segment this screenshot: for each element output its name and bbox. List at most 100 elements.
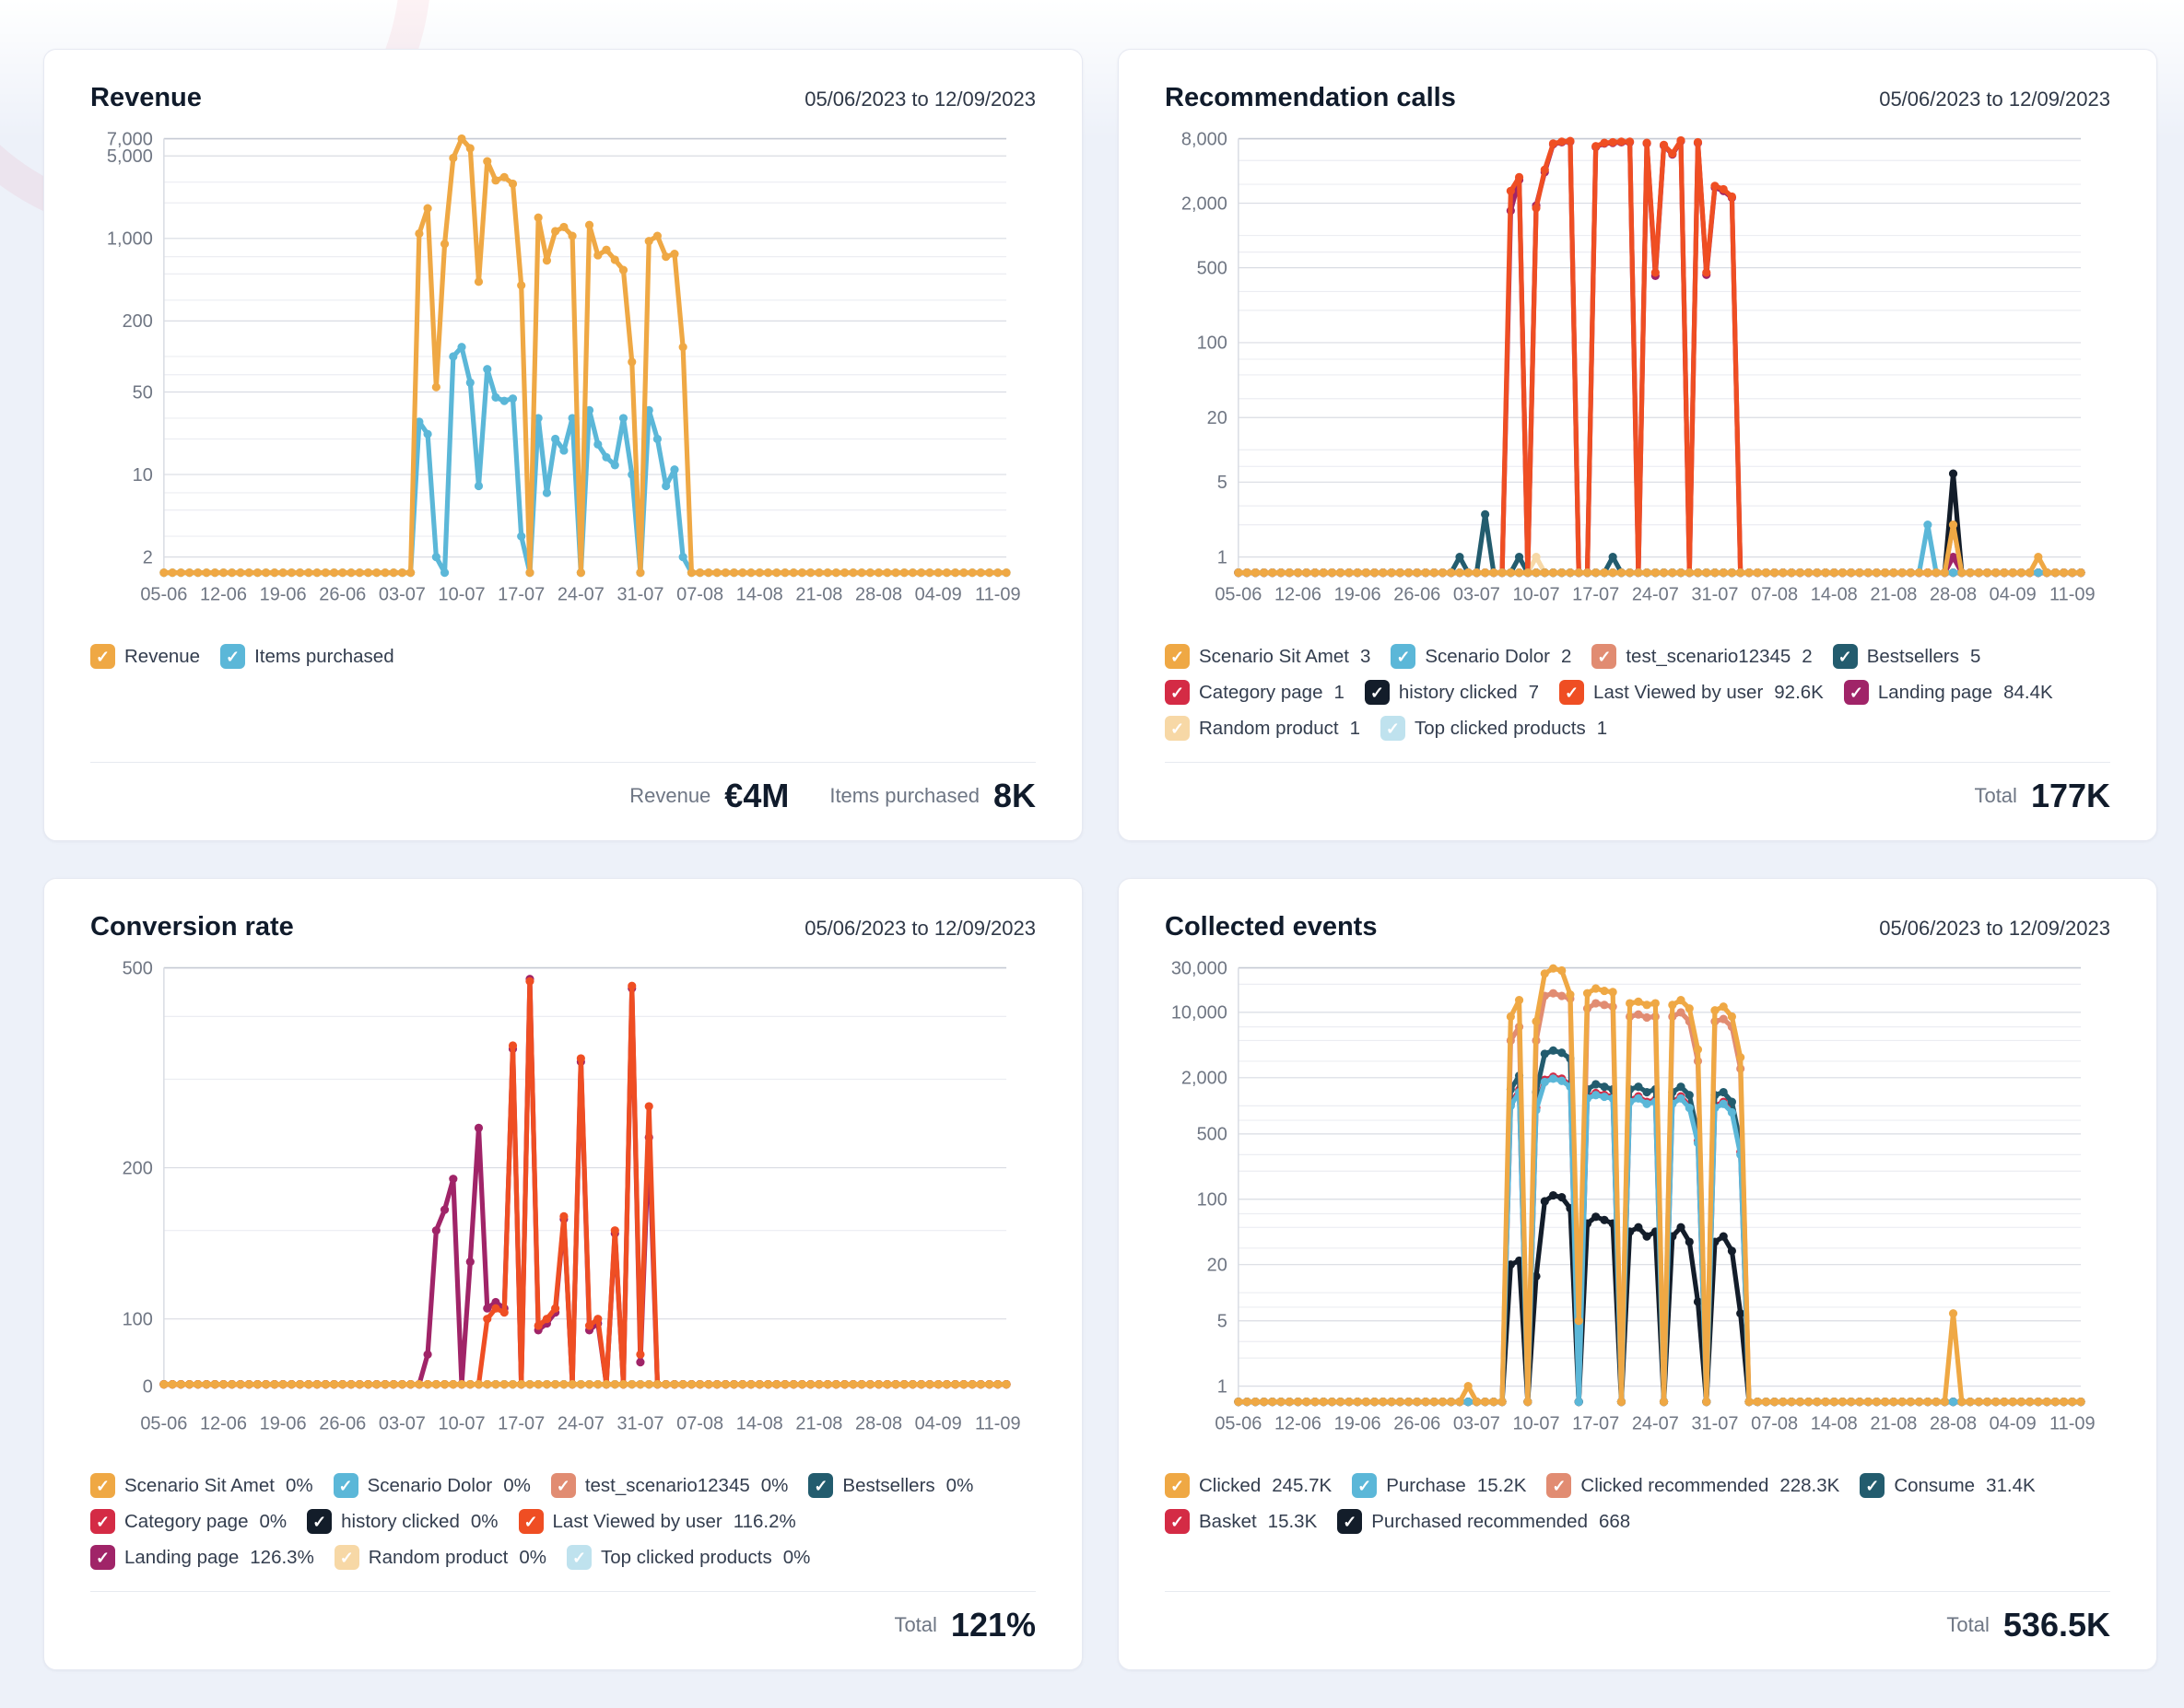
legend-checkbox-icon[interactable]: ✓: [1352, 1473, 1378, 1498]
legend-item-consume[interactable]: ✓ Consume 31.4K: [1860, 1473, 2036, 1498]
legend-checkbox-icon[interactable]: ✓: [518, 1509, 544, 1534]
legend-checkbox-icon[interactable]: ✓: [1337, 1509, 1363, 1534]
legend-checkbox-icon[interactable]: ✓: [550, 1473, 576, 1498]
series-last-viewed-by-user: [159, 977, 1011, 1389]
legend-item-category-page[interactable]: ✓ Category page 1: [1165, 680, 1344, 705]
legend-label: Revenue: [124, 645, 201, 667]
legend-checkbox-icon[interactable]: ✓: [1380, 716, 1405, 741]
legend-checkbox-icon[interactable]: ✓: [1364, 680, 1390, 705]
legend-item-items-purchased[interactable]: ✓ Items purchased: [220, 644, 394, 669]
svg-text:100: 100: [123, 1309, 153, 1329]
legend-item-test-scenario12345[interactable]: ✓ test_scenario12345 2: [1591, 644, 1813, 669]
legend-item-purchase[interactable]: ✓ Purchase 15.2K: [1352, 1473, 1526, 1498]
legend-checkbox-icon[interactable]: ✓: [1860, 1473, 1885, 1498]
legend-item-last-viewed-by-user[interactable]: ✓ Last Viewed by user 116.2%: [518, 1509, 796, 1534]
conversion-rate-totals: Total 121%: [90, 1591, 1036, 1669]
svg-text:10: 10: [133, 465, 153, 485]
legend-checkbox-icon[interactable]: ✓: [333, 1473, 358, 1498]
total-value: 121%: [950, 1606, 1036, 1644]
total-pair-revenue: Revenue €4M: [629, 777, 789, 815]
legend-item-clicked-recommended[interactable]: ✓ Clicked recommended 228.3K: [1546, 1473, 1839, 1498]
legend-item-history-clicked[interactable]: ✓ history clicked 0%: [307, 1509, 499, 1534]
legend-checkbox-icon[interactable]: ✓: [1165, 1473, 1190, 1498]
recommendation-calls-line-chart: 8,000 2,000 500 100 20 5 1 05-06 12-06 19-06 26-06…: [1165, 124, 2110, 640]
legend-checkbox-icon[interactable]: ✓: [90, 644, 115, 669]
legend-item-bestsellers[interactable]: ✓ Bestsellers 5: [1832, 644, 1980, 669]
legend-checkbox-icon[interactable]: ✓: [1165, 1509, 1190, 1534]
legend-checkbox-icon[interactable]: ✓: [1165, 716, 1190, 741]
legend-value: 1: [1349, 717, 1360, 739]
svg-text:24-07: 24-07: [1632, 1414, 1679, 1434]
revenue-card: Revenue 05/06/2023 to 12/09/2023 7,000 5,…: [43, 49, 1083, 841]
legend-checkbox-icon[interactable]: ✓: [1832, 644, 1858, 669]
svg-text:31-07: 31-07: [616, 585, 663, 605]
legend-item-landing-page[interactable]: ✓ Landing page 126.3%: [90, 1545, 314, 1570]
total-value: 536.5K: [2002, 1606, 2110, 1644]
total-pair-items-purchased: Items purchased 8K: [829, 777, 1036, 815]
legend-item-test-scenario12345[interactable]: ✓ test_scenario12345 0%: [550, 1473, 789, 1498]
legend-item-history-clicked[interactable]: ✓ history clicked 7: [1364, 680, 1539, 705]
legend-checkbox-icon[interactable]: ✓: [1559, 680, 1585, 705]
legend-item-top-clicked-products[interactable]: ✓ Top clicked products 1: [1380, 716, 1607, 741]
legend-item-basket[interactable]: ✓ Basket 15.3K: [1165, 1509, 1317, 1534]
legend-checkbox-icon[interactable]: ✓: [1546, 1473, 1572, 1498]
legend-checkbox-icon[interactable]: ✓: [90, 1473, 115, 1498]
legend-item-random-product[interactable]: ✓ Random product 1: [1165, 716, 1360, 741]
collected-events-legend: ✓ Clicked 245.7K ✓ Purchase 15.2K ✓ Clicked rec…: [1165, 1473, 2110, 1534]
series-scenario-sit-amet: [159, 1380, 1011, 1389]
svg-text:7,000: 7,000: [107, 129, 153, 149]
legend-item-purchased-recommended[interactable]: ✓ Purchased recommended 668: [1337, 1509, 1630, 1534]
legend-item-scenario-sit-amet[interactable]: ✓ Scenario Sit Amet 3: [1165, 644, 1370, 669]
conversion-rate-legend: ✓ Scenario Sit Amet 0% ✓ Scenario Dolor 0% ✓ te…: [90, 1473, 1036, 1570]
legend-label: Last Viewed by user: [552, 1510, 722, 1532]
total-label: Total: [1946, 1613, 1990, 1636]
legend-value: 0%: [760, 1474, 789, 1496]
dashboard-grid: Revenue 05/06/2023 to 12/09/2023 7,000 5,…: [43, 49, 2157, 1670]
legend-checkbox-icon[interactable]: ✓: [1165, 680, 1190, 705]
legend-item-scenario-dolor[interactable]: ✓ Scenario Dolor 2: [1391, 644, 1571, 669]
legend-value: 0%: [503, 1474, 531, 1496]
legend-item-scenario-sit-amet[interactable]: ✓ Scenario Sit Amet 0%: [90, 1473, 313, 1498]
card-header: Revenue 05/06/2023 to 12/09/2023: [90, 83, 1036, 113]
legend-value: 0%: [782, 1546, 811, 1568]
legend-checkbox-icon[interactable]: ✓: [1843, 680, 1869, 705]
svg-text:05-06: 05-06: [1215, 585, 1262, 605]
legend-checkbox-icon[interactable]: ✓: [90, 1509, 115, 1534]
svg-text:05-06: 05-06: [140, 1414, 187, 1434]
legend-checkbox-icon[interactable]: ✓: [1591, 644, 1617, 669]
svg-text:10-07: 10-07: [1513, 585, 1560, 605]
svg-text:5,000: 5,000: [107, 146, 153, 167]
legend-item-scenario-dolor[interactable]: ✓ Scenario Dolor 0%: [333, 1473, 531, 1498]
legend-item-clicked[interactable]: ✓ Clicked 245.7K: [1165, 1473, 1332, 1498]
revenue-totals: Revenue €4M Items purchased 8K: [90, 762, 1036, 840]
legend-checkbox-icon[interactable]: ✓: [307, 1509, 333, 1534]
legend-item-category-page[interactable]: ✓ Category page 0%: [90, 1509, 287, 1534]
legend-checkbox-icon[interactable]: ✓: [567, 1545, 592, 1570]
legend-value: 92.6K: [1774, 681, 1824, 703]
legend-item-landing-page[interactable]: ✓ Landing page 84.4K: [1843, 680, 2053, 705]
legend-checkbox-icon[interactable]: ✓: [334, 1545, 359, 1570]
svg-text:8,000: 8,000: [1181, 129, 1227, 149]
legend-label: Clicked recommended: [1580, 1474, 1769, 1496]
legend-item-bestsellers[interactable]: ✓ Bestsellers 0%: [808, 1473, 973, 1498]
legend-value: 116.2%: [733, 1510, 796, 1532]
legend-item-last-viewed-by-user[interactable]: ✓ Last Viewed by user 92.6K: [1559, 680, 1824, 705]
legend-checkbox-icon[interactable]: ✓: [220, 644, 246, 669]
legend-checkbox-icon[interactable]: ✓: [808, 1473, 834, 1498]
legend-value: 31.4K: [1986, 1474, 2036, 1496]
svg-text:17-07: 17-07: [1572, 1414, 1619, 1434]
legend-label: test_scenario12345: [584, 1474, 750, 1496]
legend-item-top-clicked-products[interactable]: ✓ Top clicked products 0%: [567, 1545, 810, 1570]
recommendation-calls-svg: 8,000 2,000 500 100 20 5 1 05-06 12-06 19-06 26-06…: [1181, 129, 2096, 605]
svg-text:21-08: 21-08: [795, 585, 842, 605]
legend-checkbox-icon[interactable]: ✓: [1391, 644, 1416, 669]
legend-checkbox-icon[interactable]: ✓: [1165, 644, 1190, 669]
revenue-legend: ✓ Revenue ✓ Items purchased: [90, 644, 1036, 669]
legend-checkbox-icon[interactable]: ✓: [90, 1545, 115, 1570]
svg-text:26-06: 26-06: [319, 1414, 366, 1434]
legend-item-revenue[interactable]: ✓ Revenue: [90, 644, 200, 669]
svg-text:100: 100: [1197, 1190, 1227, 1211]
svg-text:26-06: 26-06: [319, 585, 366, 605]
legend-item-random-product[interactable]: ✓ Random product 0%: [334, 1545, 546, 1570]
svg-text:07-08: 07-08: [1751, 585, 1798, 605]
